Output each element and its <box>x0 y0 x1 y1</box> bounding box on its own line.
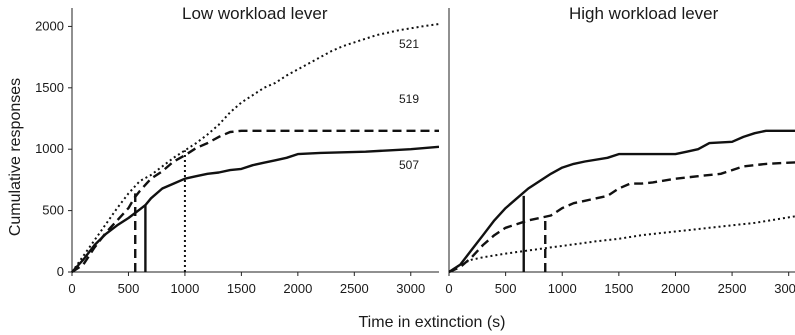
x-tick-label: 500 <box>118 281 140 296</box>
series-line-519 <box>71 129 439 274</box>
series-label-519: 519 <box>399 92 419 106</box>
series-label-507: 507 <box>399 158 419 172</box>
x-tick-label: 3000 <box>774 281 795 296</box>
series-line-52 <box>448 215 795 273</box>
panel-title: High workload lever <box>569 4 719 23</box>
x-tick-label: 2500 <box>340 281 369 296</box>
y-tick-label: 500 <box>42 203 64 218</box>
x-tick-label: 500 <box>495 281 517 296</box>
series-line-507 <box>71 145 439 273</box>
y-tick-label: 1500 <box>35 80 64 95</box>
x-tick-label: 2000 <box>661 281 690 296</box>
series-line-50 <box>448 129 795 274</box>
x-tick-label: 0 <box>445 281 452 296</box>
x-tick-label: 3000 <box>396 281 425 296</box>
x-tick-label: 1500 <box>604 281 633 296</box>
x-axis-title: Time in extinction (s) <box>359 314 506 331</box>
y-tick-label: 2000 <box>35 18 64 33</box>
series-line-521 <box>71 23 439 273</box>
x-tick-label: 1000 <box>548 281 577 296</box>
y-axis-title: Cumulative responses <box>7 78 24 236</box>
series-label-521: 521 <box>399 37 419 51</box>
panel-high-workload-lever: High workload lever 0 500 1000 1500 2000 2500 3… <box>445 4 795 296</box>
y-tick-label: 0 <box>57 264 64 279</box>
y-tick-label: 1000 <box>35 141 64 156</box>
panel-title: Low workload lever <box>182 4 328 23</box>
x-tick-label: 0 <box>68 281 75 296</box>
x-tick-label: 2500 <box>718 281 747 296</box>
x-tick-label: 1500 <box>227 281 256 296</box>
x-tick-label: 2000 <box>283 281 312 296</box>
panel-low-workload-lever: Low workload lever 0 500 1000 1500 2000 0 500 10… <box>35 4 439 296</box>
x-tick-label: 1000 <box>170 281 199 296</box>
series-line-51 <box>448 161 795 274</box>
